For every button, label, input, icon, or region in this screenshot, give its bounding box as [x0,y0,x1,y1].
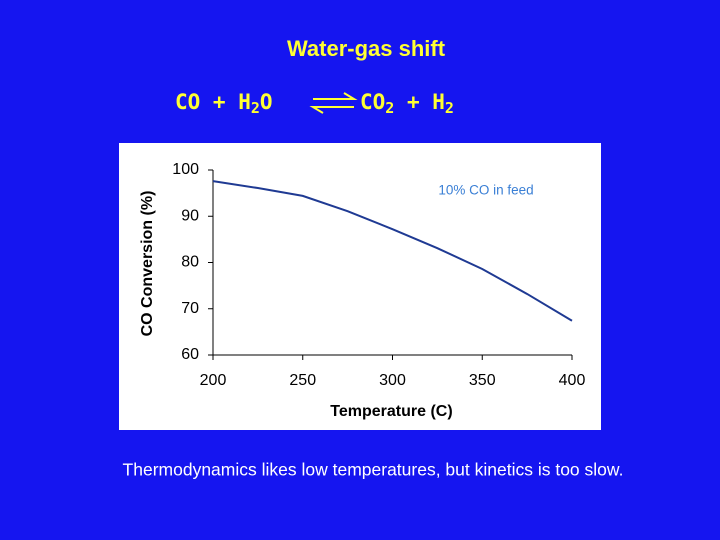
equation-left: CO + H2O [175,90,273,117]
y-tick-label: 100 [172,161,199,178]
y-tick-label: 80 [181,254,199,271]
x-tick-label: 300 [379,372,406,389]
equilibrium-arrow [309,92,358,114]
y-tick-label: 70 [181,300,199,317]
annotation: 10% CO in feed [438,183,533,198]
x-tick-label: 350 [469,372,496,389]
y-axis-label: CO Conversion (%) [139,191,156,337]
eq-sub: 2 [445,99,454,117]
eq-part: CO + H [175,90,251,114]
eq-sub: 2 [251,99,260,117]
x-tick-label: 200 [200,372,227,389]
equation-right: CO2 + H2 [360,90,454,117]
chart-area [119,143,601,430]
y-tick-label: 60 [181,346,199,363]
x-tick-label: 250 [289,372,316,389]
eq-part: O [260,90,273,114]
eq-part: + H [394,90,445,114]
caption: Thermodynamics likes low temperatures, b… [123,460,624,480]
y-tick-label: 90 [181,207,199,224]
x-tick-label: 400 [559,372,586,389]
data-line [212,180,573,322]
eq-part: CO [360,90,385,114]
slide-title: Water-gas shift [287,36,446,61]
eq-sub: 2 [385,99,394,117]
x-axis-label: Temperature (C) [330,403,452,420]
plot: 60 70 80 90 100 200 250 300 350 400 Temperature (C… [139,161,585,420]
